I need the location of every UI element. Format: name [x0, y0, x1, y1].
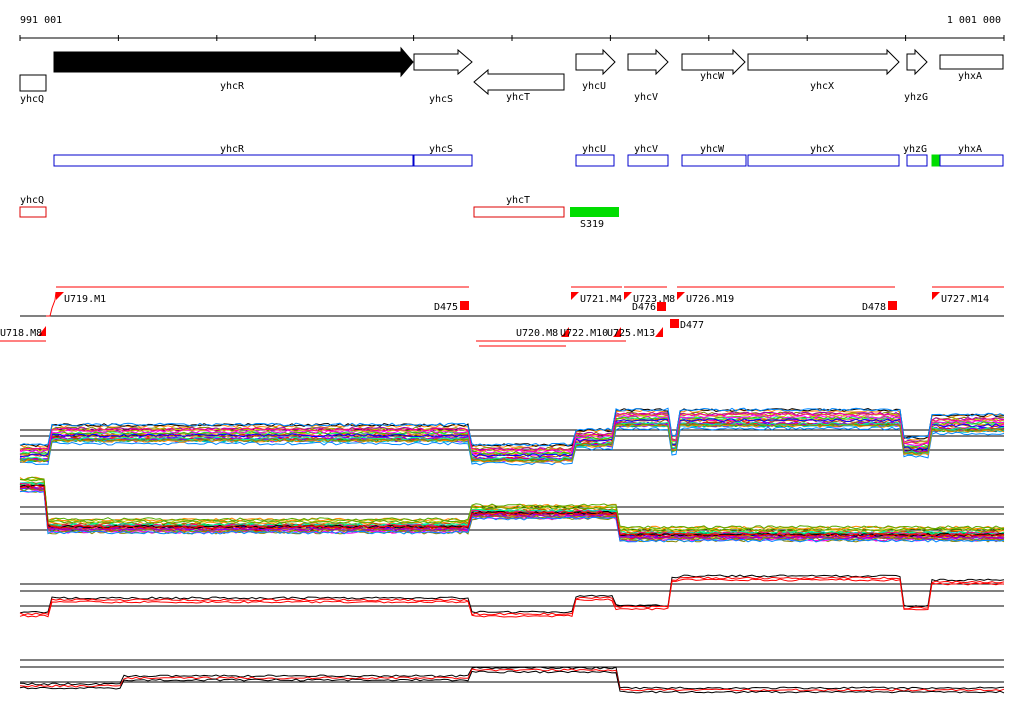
gene-label-yhcX: yhcX	[810, 81, 834, 92]
gene-arrow-yhcW[interactable]	[681, 48, 746, 76]
gene-label-yhcR: yhcR	[220, 81, 245, 92]
terminator-label-D478: D478	[862, 302, 886, 313]
transcript-label-U722[interactable]: U722.M10	[560, 328, 608, 339]
expression-panel-3	[19, 574, 1005, 618]
gene-arrow-yhcS[interactable]	[413, 48, 473, 76]
feature-S319[interactable]	[570, 207, 619, 217]
annotation-box-yhcV[interactable]	[627, 154, 669, 167]
alt-label-yhcQ: yhcQ	[20, 195, 44, 206]
ruler-end-label: 1 001 000	[947, 15, 1001, 26]
annotation-label-yhzG: yhzG	[903, 144, 927, 155]
alt-box-yhcQ[interactable]	[19, 206, 47, 218]
gene-arrow-yhcV[interactable]	[627, 48, 669, 76]
gene-label-yhcV: yhcV	[634, 92, 658, 103]
ruler-start-label: 991 001	[20, 15, 62, 26]
expression-panel-2	[19, 476, 1005, 543]
annotation-box-yhxA[interactable]	[939, 154, 1004, 167]
transcript-label-U721[interactable]: U721.M4	[580, 294, 622, 305]
terminator-D478[interactable]	[888, 301, 897, 310]
gene-arrow-yhzG[interactable]	[906, 48, 928, 76]
annotation-box-yhcX[interactable]	[747, 154, 900, 167]
annotation-box-yhcS[interactable]	[413, 154, 473, 167]
transcript-label-U719[interactable]: U719.M1	[64, 294, 106, 305]
gene-box-yhxA[interactable]	[939, 54, 1004, 70]
annotation-track: yhcR yhcS yhcU yhcV yhcW yhcX yhzG yhxA	[53, 144, 1004, 167]
transcript-label-U725[interactable]: U725.M13	[607, 328, 655, 339]
ruler-ticks	[19, 35, 1005, 41]
gene-label-yhzG: yhzG	[904, 92, 928, 103]
gene-label-yhcQ: yhcQ	[20, 94, 44, 105]
transcript-label-U727[interactable]: U727.M14	[941, 294, 989, 305]
terminator-label-D476: D476	[632, 302, 656, 313]
annotation-label-yhcX: yhcX	[810, 144, 834, 155]
gene-arrow-yhcU[interactable]	[575, 48, 616, 76]
arrow-flag-U719	[56, 292, 64, 300]
annotation-green-marker	[931, 154, 941, 167]
annotation-label-yhcU: yhcU	[582, 144, 606, 155]
gene-arrow-yhcX[interactable]	[747, 48, 900, 76]
alt-box-yhcT[interactable]	[473, 206, 565, 218]
terminator-label-D477: D477	[680, 320, 704, 331]
expression-panel-4	[19, 659, 1005, 694]
gene-label-yhcS: yhcS	[429, 94, 453, 105]
annotation-box-yhcU[interactable]	[575, 154, 615, 167]
annotation-label-yhcW: yhcW	[700, 144, 725, 155]
feature-label-S319: S319	[580, 219, 604, 230]
gene-label-yhcU: yhcU	[582, 81, 606, 92]
coordinate-ruler: 991 001 1 001 000	[19, 15, 1005, 41]
terminator-label-D475: D475	[434, 302, 458, 313]
gene-arrow-yhcR[interactable]	[53, 46, 414, 78]
gene-label-yhcT: yhcT	[506, 92, 530, 103]
terminator-D477[interactable]	[670, 319, 679, 328]
annotation-label-yhxA: yhxA	[958, 144, 982, 155]
transcript-label-U718[interactable]: U718.M8	[0, 328, 42, 339]
annotation-label-yhcV: yhcV	[634, 144, 658, 155]
annotation-label-yhcS: yhcS	[429, 144, 453, 155]
annotation-box-yhcW[interactable]	[681, 154, 747, 167]
terminator-D475[interactable]	[460, 301, 469, 310]
gene-box-yhcQ[interactable]	[19, 74, 47, 92]
transcript-label-U720[interactable]: U720.M8	[516, 328, 558, 339]
transcript-track: U719.M1 U721.M4 U723.M8 U726.M19 U727.M1…	[0, 286, 1004, 347]
gene-label-yhxA: yhxA	[958, 71, 982, 82]
annotation-label-yhcR: yhcR	[220, 144, 245, 155]
transcript-label-U726[interactable]: U726.M19	[686, 294, 734, 305]
expression-panel-1	[19, 407, 1005, 466]
annotation-box-yhcR[interactable]	[53, 154, 414, 167]
gene-track: yhcQ yhcR yhcS yhcT yhcU yhcV yhcW yhcX …	[19, 46, 1004, 105]
gene-arrow-yhcT[interactable]	[473, 68, 565, 96]
terminator-D476[interactable]	[657, 302, 666, 311]
gene-label-yhcW: yhcW	[700, 71, 725, 82]
alt-annotation-track: yhcQ yhcT S319	[19, 195, 619, 230]
alt-label-yhcT: yhcT	[506, 195, 530, 206]
transcript-label-U723[interactable]: U723.M8	[633, 294, 675, 305]
annotation-box-yhzG[interactable]	[906, 154, 928, 167]
